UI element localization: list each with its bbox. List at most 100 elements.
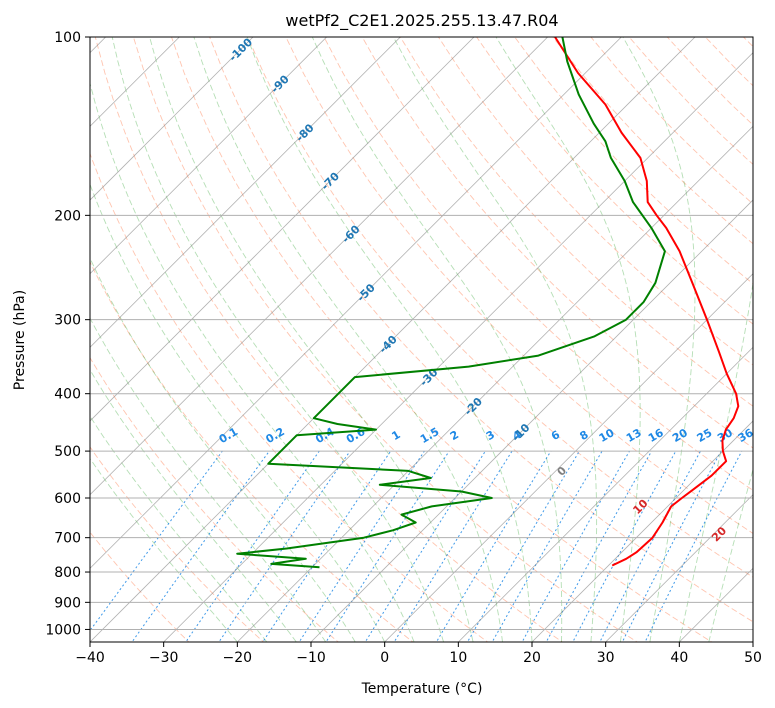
- moist-adiabat: [90, 317, 327, 642]
- mixing-ratio-line: [466, 450, 580, 642]
- mixing-ratio-line: [644, 450, 743, 642]
- mixing-ratio-line: [435, 450, 552, 642]
- mixing-ratio-label: 36: [736, 426, 756, 445]
- x-tick-label: −40: [75, 650, 105, 666]
- dry-adiabat: [743, 37, 753, 48]
- mixing-ratio-label: 25: [695, 426, 715, 445]
- moist-adiabat: [90, 81, 415, 642]
- dry-adiabat: [552, 37, 753, 245]
- dry-adiabat: [438, 37, 753, 366]
- isotherm-line: [90, 37, 328, 275]
- mixing-ratio-line: [298, 450, 425, 642]
- moist-adiabat: [90, 257, 356, 642]
- warm-isotherm-label: 0: [555, 464, 570, 479]
- plot-frame: [89, 36, 754, 643]
- isotherm-line: [90, 37, 180, 127]
- mixing-ratio-line: [185, 450, 320, 642]
- mixing-ratio-line: [491, 450, 603, 642]
- moist-adiabat: [393, 37, 598, 642]
- moist-adiabat: [111, 37, 445, 642]
- moist-adiabat: [311, 37, 563, 642]
- x-tick-label: 10: [449, 650, 467, 666]
- mixing-ratio-label: 6: [549, 428, 562, 443]
- y-axis: 100 200 300 400 500 600 700 800 900 1000: [45, 30, 90, 638]
- isotherm-line: [678, 567, 753, 642]
- mixing-ratio-line: [364, 450, 486, 642]
- moist-adiabat: [708, 467, 753, 642]
- x-tick-label: −20: [223, 650, 253, 666]
- isotherm-line: [163, 52, 753, 642]
- mixing-ratio-label: 13: [624, 426, 644, 445]
- isotherm-line: [90, 37, 475, 422]
- y-tick-label: 400: [54, 387, 81, 403]
- moist-adiabat: [495, 37, 641, 642]
- isotherm-label: -40: [377, 333, 400, 356]
- mixing-ratio-label: 1.5: [418, 425, 441, 446]
- mixing-ratio-line: [621, 450, 722, 642]
- mixing-ratio-label: 16: [646, 426, 666, 445]
- x-tick-label: 20: [523, 650, 541, 666]
- mixing-ratio-label: 20: [670, 426, 690, 445]
- mixing-ratio-line: [131, 450, 270, 642]
- x-tick-label: 40: [670, 650, 688, 666]
- dry-adiabat: [90, 152, 489, 642]
- isotherm-line: [531, 420, 753, 642]
- moist-adiabat: [622, 37, 696, 642]
- mixing-ratio-label: 0.4: [313, 425, 337, 446]
- grid: [90, 36, 753, 630]
- y-tick-label: 600: [54, 491, 81, 507]
- dry-adiabat: [94, 37, 564, 642]
- isotherm-line: [90, 37, 254, 201]
- y-tick-label: 1000: [45, 622, 81, 638]
- mixing-ratio-line: [599, 450, 701, 642]
- mixing-ratio-label: 8: [577, 428, 590, 443]
- mixing-ratio-line: [572, 450, 677, 642]
- x-tick-label: 30: [597, 650, 615, 666]
- mixing-ratio-label: 10: [597, 426, 617, 445]
- x-axis: −40 −30 −20 −10 0 10 20 30 40 50: [75, 642, 762, 666]
- y-tick-label: 800: [54, 565, 81, 581]
- isotherm-label: -60: [339, 222, 362, 245]
- mixing-ratio-line: [218, 450, 351, 642]
- moist-adiabat: [90, 183, 386, 642]
- dry-adiabat: [247, 37, 753, 578]
- dry-adiabat: [90, 446, 265, 642]
- dry-adiabat: [666, 37, 753, 126]
- y-tick-label: 500: [54, 444, 81, 460]
- dry-adiabat: [209, 37, 753, 623]
- x-tick-label: 50: [744, 650, 762, 666]
- profiles: [236, 37, 740, 569]
- x-tick-label: −30: [149, 650, 179, 666]
- y-axis-title: Pressure (hPa): [12, 290, 28, 390]
- isotherm-line: [236, 125, 753, 642]
- isotherm-label: -80: [293, 121, 316, 144]
- y-tick-label: 700: [54, 531, 81, 547]
- temperature-profile: [554, 37, 740, 567]
- mixing-ratio-label: 2: [448, 428, 461, 443]
- moist-adiabat: [90, 457, 238, 642]
- isotherm-line: [605, 494, 753, 642]
- isotherm-label: -20: [462, 395, 485, 418]
- mixing-ratio-label: 1: [390, 428, 403, 443]
- mixing-ratio-label: 3: [484, 428, 497, 443]
- isotherm-line: [310, 199, 753, 642]
- isotherm-line: [457, 346, 753, 642]
- background-lines: [90, 37, 753, 642]
- isotherm-label: -100: [226, 35, 255, 64]
- x-tick-label: −10: [296, 650, 326, 666]
- line-labels: 0.1 0.2 0.4 0.6 1 1.5 2 3 4 6 8 10 13 16 20 25 30 36-100-…: [217, 35, 756, 544]
- dry-adiabat: [90, 531, 190, 642]
- y-tick-label: 900: [54, 595, 81, 611]
- x-axis-title: Temperature (°C): [361, 681, 483, 697]
- isotherm-line: [90, 37, 696, 642]
- isotherm-line: [90, 37, 401, 348]
- isotherm-label: -90: [268, 72, 291, 95]
- isotherm-line: [384, 273, 753, 642]
- dewpoint-profile: [236, 37, 666, 569]
- mixing-ratio-line: [90, 450, 223, 632]
- mixing-ratio-label: 0.1: [217, 425, 240, 446]
- y-tick-label: 300: [54, 313, 81, 329]
- y-tick-label: 100: [54, 30, 81, 46]
- warm-isotherm-label: 20: [709, 524, 729, 544]
